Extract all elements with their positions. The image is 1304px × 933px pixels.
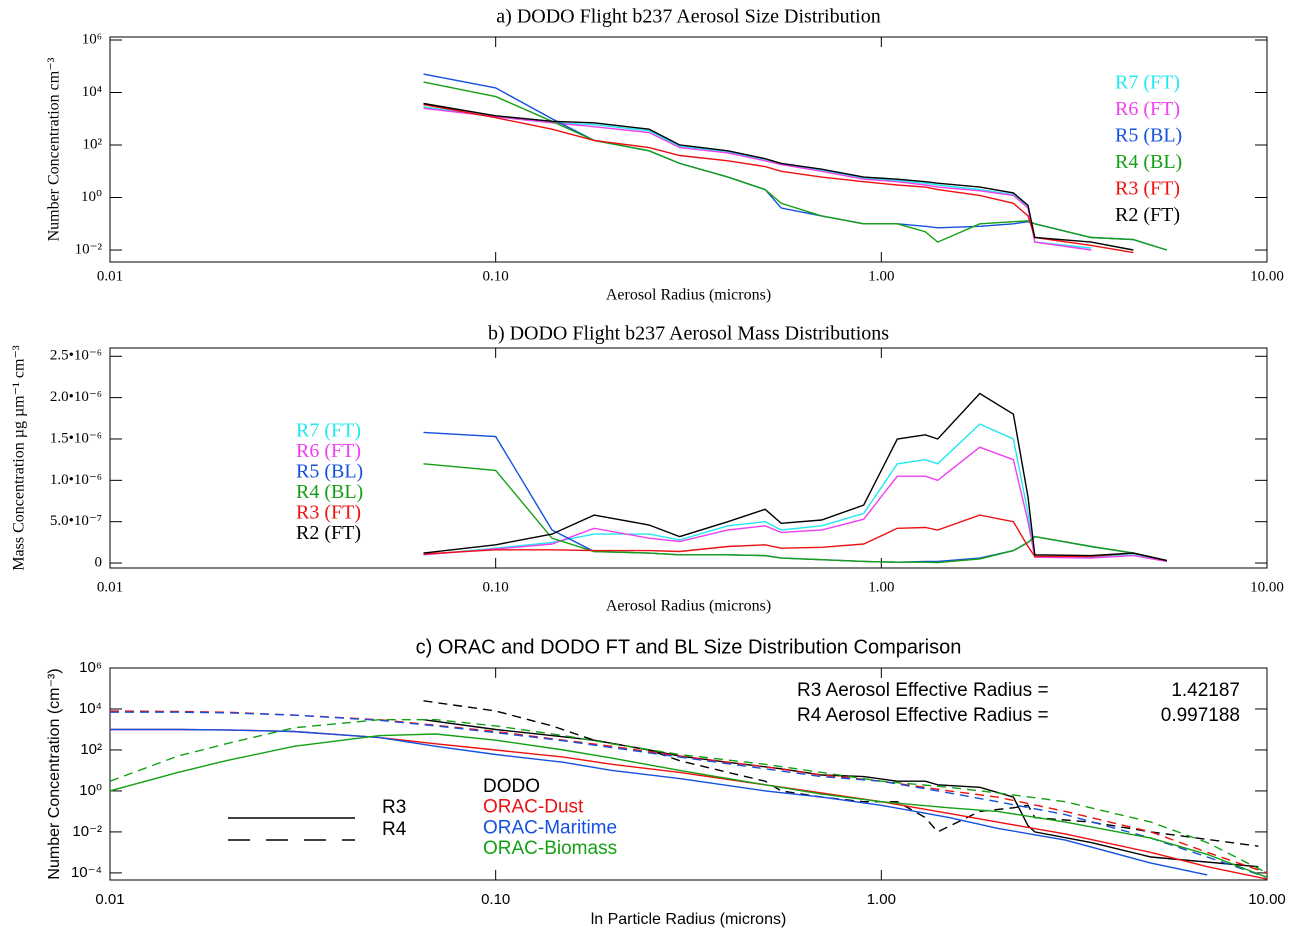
series-line — [110, 710, 1267, 874]
panel-a: a) DODO Flight b237 Aerosol Size Distrib… — [46, 6, 1284, 304]
x-tick-label: 10.00 — [1248, 891, 1286, 908]
series-line — [110, 728, 1267, 880]
x-tick-label: 1.00 — [867, 891, 896, 908]
x-tick-label: 0.10 — [481, 891, 510, 908]
x-tick-label: 0.10 — [483, 268, 509, 284]
x-axis-label: Aerosol Radius (microns) — [606, 287, 771, 304]
y-tick-label: 10⁶ — [79, 659, 102, 676]
y-tick-label: 10⁻⁴ — [71, 864, 102, 881]
y-tick-label: 10⁻² — [72, 823, 102, 840]
y-tick-label: 5.0•10⁻⁷ — [50, 513, 102, 529]
x-tick-label: 10.00 — [1250, 268, 1284, 284]
y-tick-label: 10⁰ — [79, 782, 102, 799]
series-line — [423, 700, 1259, 847]
x-tick-label: 1.00 — [868, 579, 894, 595]
x-tick-label: 0.01 — [95, 891, 124, 908]
annotation-label: R3 Aerosol Effective Radius = — [797, 680, 1049, 701]
chart-title: a) DODO Flight b237 Aerosol Size Distrib… — [496, 6, 880, 28]
legend-label: ORAC-Maritime — [483, 817, 617, 838]
y-tick-label: 10² — [80, 741, 102, 758]
legend-label: R6 (FT) — [296, 440, 361, 462]
x-tick-label: 10.00 — [1250, 579, 1284, 595]
series-line — [110, 728, 1208, 876]
x-axis-label: ln Particle Radius (microns) — [591, 911, 787, 928]
panel-b: b) DODO Flight b237 Aerosol Mass Distrib… — [11, 323, 1284, 615]
y-tick-label: 1.0•10⁻⁶ — [50, 472, 102, 488]
legend-label: R7 (FT) — [296, 420, 361, 442]
plot-frame — [109, 36, 1268, 263]
legend-label: DODO — [483, 776, 540, 797]
series-line — [423, 73, 1168, 251]
series-line — [110, 733, 1267, 879]
series-line — [423, 102, 1134, 251]
y-axis-label: Number Concentration (cm⁻³) — [46, 668, 63, 879]
legend-label: R4 (BL) — [296, 481, 363, 503]
chart-title: b) DODO Flight b237 Aerosol Mass Distrib… — [488, 323, 889, 345]
x-tick-label: 1.00 — [868, 268, 894, 284]
legend-label: R5 (BL) — [1115, 125, 1182, 147]
x-tick-label: 0.01 — [97, 268, 123, 284]
legend-label: R3 (FT) — [1115, 178, 1180, 200]
legend-label: R5 (BL) — [296, 461, 363, 483]
legend-label: R6 (FT) — [1115, 98, 1180, 120]
y-tick-label: 0 — [95, 554, 103, 570]
series-line — [110, 711, 1267, 879]
legend-label: ORAC-Dust — [483, 797, 584, 818]
y-tick-label: 10² — [83, 136, 103, 152]
y-tick-label: 10⁴ — [79, 700, 102, 717]
legend-line-label: R4 — [382, 819, 407, 840]
chart-title: c) ORAC and DODO FT and BL Size Distribu… — [416, 636, 962, 658]
y-tick-label: 10⁻² — [75, 241, 103, 257]
annotation-label: R4 Aerosol Effective Radius = — [797, 705, 1049, 726]
series-line — [423, 514, 1168, 562]
series-line — [423, 431, 1168, 563]
plot-frame — [109, 667, 1268, 881]
legend-label: R2 (FT) — [296, 522, 361, 544]
series-line — [423, 446, 1168, 563]
plot-frame — [109, 347, 1268, 569]
series-line — [423, 103, 1134, 254]
series-line — [110, 719, 1267, 874]
y-tick-label: 2.5•10⁻⁶ — [50, 348, 102, 364]
legend-label: ORAC-Biomass — [483, 838, 617, 859]
legend-label: R2 (FT) — [1115, 204, 1180, 226]
series-line — [423, 81, 1168, 251]
annotation-value: 0.997188 — [1161, 705, 1240, 726]
series-line — [423, 106, 1092, 249]
y-tick-label: 2.0•10⁻⁶ — [50, 389, 102, 405]
y-tick-label: 10⁶ — [82, 31, 102, 47]
legend-label: R3 (FT) — [296, 502, 361, 524]
legend-line-label: R3 — [382, 797, 406, 818]
y-axis-label: Number Concentration cm⁻³ — [46, 57, 63, 241]
y-axis-label: Mass Concentration µg µm⁻¹ cm⁻³ — [11, 345, 28, 571]
y-tick-label: 1.5•10⁻⁶ — [50, 430, 102, 446]
legend-label: R7 (FT) — [1115, 72, 1180, 94]
y-tick-label: 10⁴ — [82, 84, 102, 100]
x-axis-label: Aerosol Radius (microns) — [606, 598, 771, 615]
series-line — [423, 107, 1092, 251]
legend-label: R4 (BL) — [1115, 151, 1182, 173]
series-line — [423, 392, 1168, 562]
y-tick-label: 10⁰ — [81, 189, 102, 205]
x-tick-label: 0.01 — [97, 579, 123, 595]
x-tick-label: 0.10 — [483, 579, 509, 595]
panel-c: c) ORAC and DODO FT and BL Size Distribu… — [46, 636, 1286, 928]
annotation-value: 1.42187 — [1171, 680, 1240, 701]
